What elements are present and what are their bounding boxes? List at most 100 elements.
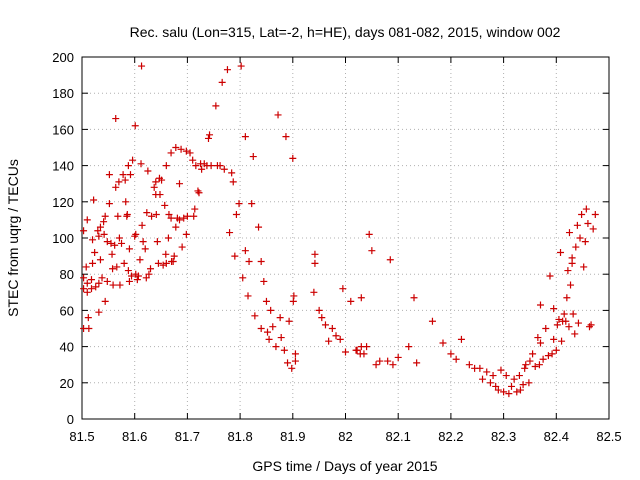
data-point <box>251 312 259 320</box>
data-point <box>289 154 297 162</box>
data-point <box>321 321 329 329</box>
data-point <box>235 200 243 208</box>
data-point <box>83 216 91 224</box>
data-point <box>119 171 127 179</box>
data-point <box>548 350 556 358</box>
data-point <box>522 361 530 369</box>
data-point <box>311 250 319 258</box>
data-point <box>513 388 521 396</box>
data-point <box>494 386 502 394</box>
data-point <box>95 279 103 287</box>
data-point <box>249 153 257 161</box>
x-tick-label: 81.5 <box>69 429 94 444</box>
data-point <box>161 201 169 209</box>
data-point <box>241 247 249 255</box>
data-point <box>220 165 228 173</box>
data-point <box>584 220 592 228</box>
data-point <box>131 232 139 240</box>
data-point <box>336 335 344 343</box>
data-point <box>156 191 164 199</box>
data-point <box>521 364 529 372</box>
data-point <box>582 205 590 213</box>
data-point <box>519 381 527 389</box>
data-point <box>264 328 272 336</box>
data-point <box>92 283 100 291</box>
data-point <box>558 337 566 345</box>
data-point <box>567 281 575 289</box>
data-point <box>291 357 299 365</box>
data-point <box>107 239 115 247</box>
y-tick-label: 200 <box>52 50 74 65</box>
data-point <box>428 317 436 325</box>
data-point <box>465 361 473 369</box>
data-point <box>290 292 298 300</box>
data-point <box>565 323 573 331</box>
data-point <box>216 162 224 170</box>
data-point <box>94 227 102 235</box>
plot-frame <box>81 56 610 420</box>
data-point <box>191 205 199 213</box>
data-point <box>500 388 508 396</box>
data-point <box>145 270 153 278</box>
data-point <box>87 285 95 293</box>
data-point <box>154 259 162 267</box>
data-point <box>101 212 109 220</box>
data-point <box>85 325 93 332</box>
data-point <box>311 259 319 267</box>
data-point <box>508 382 516 390</box>
data-point <box>162 259 170 267</box>
data-point <box>363 343 371 351</box>
data-point <box>534 334 542 342</box>
x-tick-label: 82.5 <box>596 429 621 444</box>
data-point <box>108 250 116 258</box>
data-point <box>128 272 136 280</box>
data-point <box>138 221 146 229</box>
data-point <box>515 372 523 380</box>
data-point <box>550 335 558 343</box>
data-point <box>112 115 120 123</box>
data-point <box>131 122 139 130</box>
data-point <box>89 236 97 244</box>
y-tick-label: 0 <box>67 412 74 427</box>
data-point <box>282 133 290 141</box>
data-point <box>80 274 88 282</box>
data-point <box>564 267 572 275</box>
data-point <box>239 274 247 282</box>
data-point <box>84 314 92 322</box>
data-point <box>357 294 365 302</box>
data-point <box>476 364 484 372</box>
data-point <box>82 263 90 271</box>
data-point <box>572 243 580 251</box>
data-point <box>169 258 177 266</box>
data-point <box>535 361 543 369</box>
data-point <box>113 263 121 271</box>
data-point <box>212 102 220 110</box>
data-point <box>237 62 245 70</box>
data-point <box>180 214 188 222</box>
data-point <box>486 379 494 387</box>
data-point <box>310 288 318 296</box>
x-tick-label: 82.3 <box>491 429 516 444</box>
data-point <box>170 252 178 260</box>
data-point <box>192 162 200 170</box>
data-point <box>510 375 518 383</box>
data-point <box>101 297 109 305</box>
data-point <box>177 145 185 153</box>
y-tick-label: 140 <box>52 159 74 174</box>
data-point <box>569 310 577 318</box>
data-point <box>198 165 206 173</box>
data-point <box>152 178 160 186</box>
data-point <box>141 245 149 253</box>
data-point <box>553 321 561 329</box>
data-point <box>147 265 155 273</box>
chart-title: Rec. salu (Lon=315, Lat=-2, h=HE), days … <box>130 24 561 40</box>
data-point <box>125 245 133 253</box>
data-point <box>142 274 150 282</box>
data-point <box>90 196 98 204</box>
data-point <box>186 149 194 157</box>
data-point <box>83 288 91 296</box>
data-point <box>265 335 273 343</box>
data-point <box>105 171 113 179</box>
data-point <box>342 348 349 356</box>
data-point <box>87 276 95 284</box>
